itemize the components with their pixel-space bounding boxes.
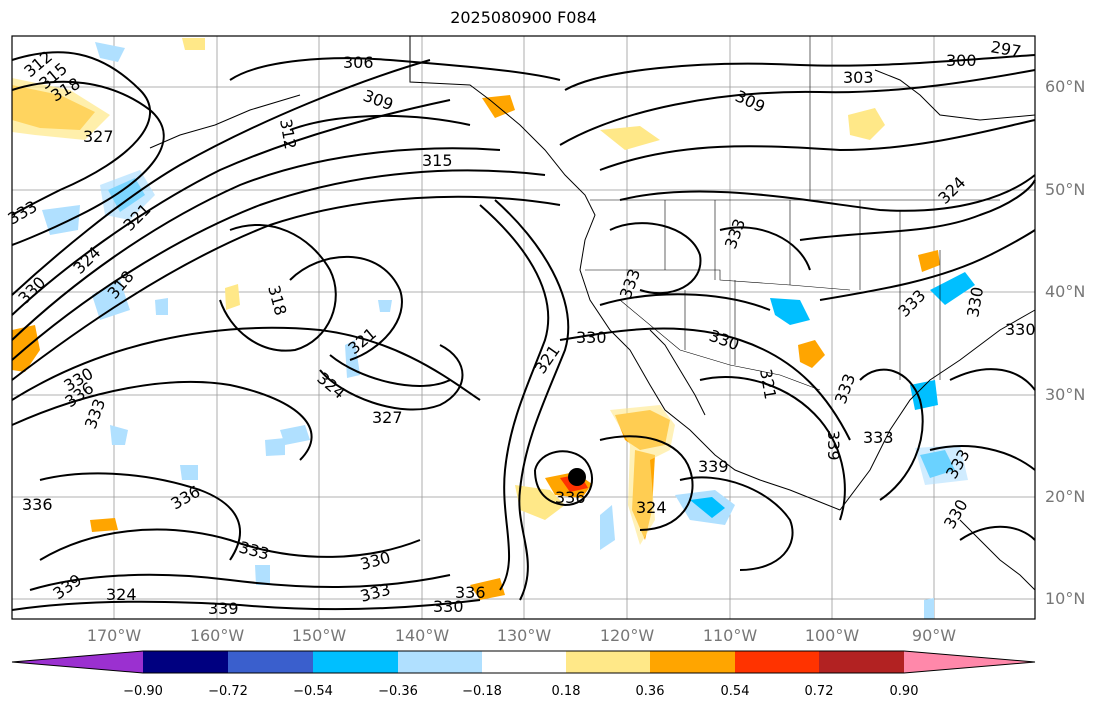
lon-label: 150°W [291, 626, 347, 645]
colorbar-tick-label: −0.18 [462, 684, 502, 699]
coastlines [149, 36, 1036, 591]
colorbar-segment [143, 651, 228, 673]
lon-label: 120°W [599, 626, 655, 645]
contour-label: 336 [555, 488, 586, 507]
lon-label: 130°W [496, 626, 552, 645]
lat-label: 10°N [1045, 589, 1086, 608]
colorbar-max-triangle [904, 651, 1035, 673]
contours [11, 51, 1036, 611]
lon-label: 110°W [702, 626, 758, 645]
colorbar-tick-label: 0.18 [551, 684, 581, 699]
contour-label: 327 [83, 127, 114, 146]
contour-label: 339 [208, 599, 239, 618]
lon-label: 100°W [804, 626, 860, 645]
contour-label: 306 [343, 53, 374, 72]
colorbar-tick-label: −0.36 [378, 684, 418, 699]
contour-label: 330 [433, 597, 464, 616]
colorbar-segment [313, 651, 398, 673]
contour-label: 339 [824, 430, 843, 461]
contour-label: 330 [576, 328, 607, 347]
colorbar-segment [735, 651, 819, 673]
contour-label: 339 [698, 457, 729, 476]
contour-label: 336 [22, 495, 53, 514]
contour-label: 327 [372, 408, 403, 427]
lat-label: 30°N [1045, 385, 1086, 404]
contour-label: 300 [946, 51, 977, 70]
colorbar-tick-label: −0.54 [293, 684, 333, 699]
contour-label: 324 [636, 498, 667, 517]
colorbar-min-triangle [12, 651, 143, 673]
lon-label: 160°W [189, 626, 245, 645]
colorbar-tick-label: 0.72 [804, 684, 834, 699]
colorbar-segment [650, 651, 735, 673]
colorbar-segment [482, 651, 566, 673]
lat-label: 20°N [1045, 487, 1086, 506]
lat-label: 40°N [1045, 282, 1086, 301]
contour-label: 333 [863, 428, 894, 447]
lon-label: 140°W [394, 626, 450, 645]
storm-center-marker [568, 468, 586, 486]
colorbar [11, 650, 1036, 674]
contour-label: 330 [1005, 320, 1036, 339]
lat-label: 60°N [1045, 77, 1086, 96]
contour-label: 336 [455, 583, 486, 602]
colorbar-tick-label: 0.90 [889, 684, 919, 699]
contour-label: 315 [422, 151, 453, 170]
map-title: 2025080900 F084 [450, 8, 597, 27]
colorbar-segment [819, 651, 904, 673]
contour-label: 303 [843, 68, 874, 87]
colorbar-tick-label: 0.36 [635, 684, 665, 699]
colorbar-segment [566, 651, 650, 673]
colorbar-tick-label: −0.90 [123, 684, 163, 699]
lat-label: 50°N [1045, 180, 1086, 199]
lon-label: 90°W [911, 626, 957, 645]
contour-label: 324 [106, 585, 137, 604]
colorbar-tick-label: −0.72 [208, 684, 248, 699]
lon-label: 170°W [86, 626, 142, 645]
colorbar-tick-label: 0.54 [720, 684, 750, 699]
colorbar-segment [228, 651, 313, 673]
borders [585, 36, 1000, 391]
colorbar-segment [398, 651, 482, 673]
shading-negative [42, 42, 975, 619]
